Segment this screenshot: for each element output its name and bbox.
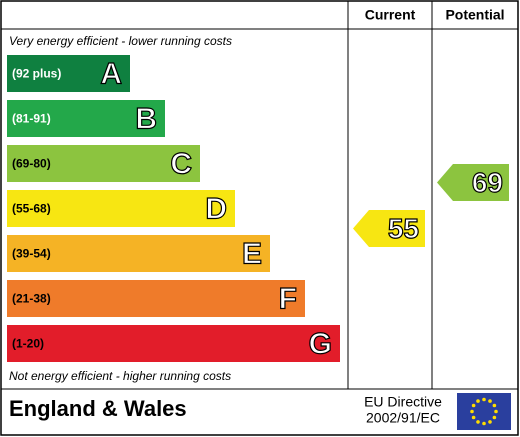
band-letter: A bbox=[100, 57, 122, 90]
band-bar bbox=[7, 280, 305, 317]
band-bar bbox=[7, 100, 165, 137]
potential-header: Potential bbox=[445, 7, 504, 23]
band-letter: D bbox=[205, 192, 227, 225]
band-bar bbox=[7, 190, 235, 227]
eu-star bbox=[494, 409, 498, 414]
band-letter: B bbox=[135, 102, 157, 135]
band-letter: C bbox=[170, 147, 192, 180]
band-letter: E bbox=[242, 237, 262, 270]
band-bar bbox=[7, 235, 270, 272]
band-range: (69-80) bbox=[12, 157, 51, 171]
eu-star bbox=[476, 399, 480, 403]
eu-star bbox=[492, 415, 497, 420]
eu-star bbox=[488, 420, 492, 424]
top-note: Very energy efficient - lower running co… bbox=[9, 34, 232, 48]
band-range: (21-38) bbox=[12, 292, 51, 306]
rating-value: 55 bbox=[388, 213, 419, 244]
directive-line: 2002/91/EC bbox=[366, 410, 440, 426]
band-range: (92 plus) bbox=[12, 67, 61, 81]
band-bar bbox=[7, 325, 340, 362]
band-bar bbox=[7, 145, 200, 182]
eu-star bbox=[482, 397, 486, 402]
eu-star bbox=[482, 421, 486, 426]
bottom-note: Not energy efficient - higher running co… bbox=[9, 369, 231, 383]
eu-star bbox=[470, 409, 474, 414]
band-range: (55-68) bbox=[12, 202, 51, 216]
eu-star bbox=[492, 403, 497, 408]
rating-value: 69 bbox=[472, 167, 503, 198]
band-letter: F bbox=[279, 282, 297, 315]
band-bar bbox=[7, 55, 130, 92]
rating-arrow bbox=[353, 210, 425, 247]
eu-star bbox=[488, 399, 492, 403]
band-letter: G bbox=[309, 327, 332, 360]
current-header: Current bbox=[365, 7, 416, 23]
region: England & Wales bbox=[9, 396, 187, 421]
eu-star bbox=[471, 415, 476, 420]
directive-line: EU Directive bbox=[364, 394, 442, 410]
band-range: (1-20) bbox=[12, 337, 44, 351]
band-range: (81-91) bbox=[12, 112, 51, 126]
rating-arrow bbox=[437, 164, 509, 201]
eu-star bbox=[476, 420, 480, 424]
band-range: (39-54) bbox=[12, 247, 51, 261]
eu-star bbox=[471, 403, 476, 408]
